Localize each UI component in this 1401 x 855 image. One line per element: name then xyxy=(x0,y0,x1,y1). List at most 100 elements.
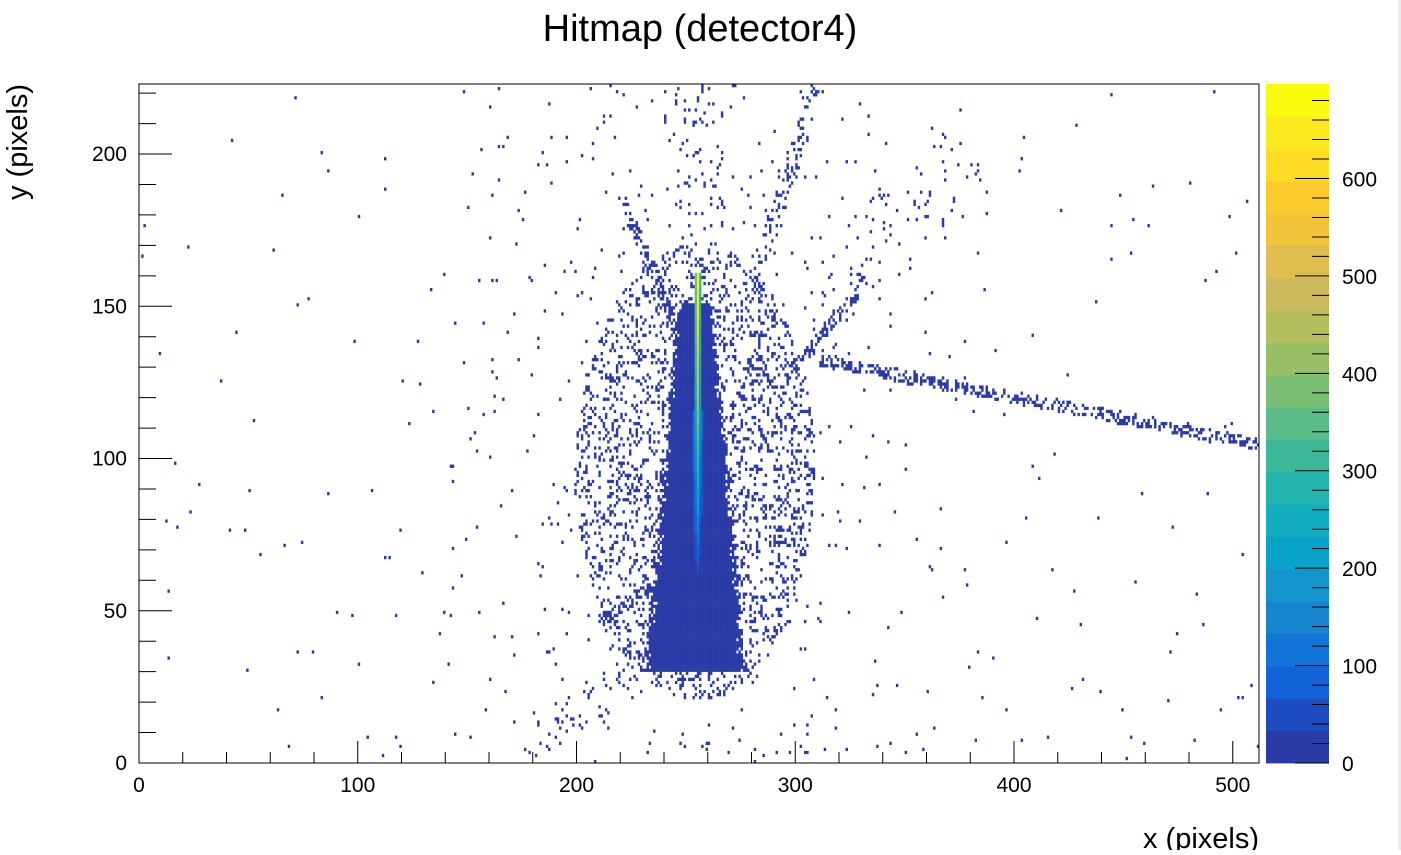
heatmap-cell xyxy=(574,492,577,496)
heatmap-cell xyxy=(690,510,693,514)
heatmap-cell xyxy=(718,562,722,566)
heatmap-cell xyxy=(701,440,704,444)
heatmap-cell xyxy=(674,629,678,633)
heatmap-cell xyxy=(642,354,645,359)
heatmap-cell xyxy=(703,565,706,569)
heatmap-cell xyxy=(753,281,757,286)
heatmap-cell xyxy=(609,513,612,517)
heatmap-cell xyxy=(670,598,673,602)
heatmap-cell xyxy=(749,528,752,532)
heatmap-cell xyxy=(681,531,684,535)
heatmap-cell xyxy=(723,613,726,618)
heatmap-cell xyxy=(718,412,722,417)
heatmap-cell xyxy=(681,613,684,618)
heatmap-cell xyxy=(672,479,676,484)
heatmap-cell xyxy=(723,452,726,456)
heatmap-cell xyxy=(609,385,612,389)
heatmap-cell xyxy=(716,592,719,596)
heatmap-cell xyxy=(716,425,719,429)
heatmap-cell xyxy=(729,418,733,423)
heatmap-cell xyxy=(766,348,770,353)
heatmap-cell xyxy=(764,525,768,529)
heatmap-cell xyxy=(808,406,811,411)
heatmap-cell xyxy=(657,586,660,590)
heatmap-cell xyxy=(727,613,730,618)
heatmap-cell xyxy=(718,421,722,426)
heatmap-cell xyxy=(685,449,689,453)
heatmap-cell xyxy=(591,367,595,371)
heatmap-cell xyxy=(679,330,682,334)
heatmap-cell xyxy=(690,607,693,611)
heatmap-cell xyxy=(674,565,678,569)
heatmap-cell xyxy=(666,488,669,493)
heatmap-cell xyxy=(699,333,702,337)
heatmap-cell xyxy=(674,431,678,435)
heatmap-cell xyxy=(707,650,711,654)
heatmap-cell xyxy=(725,549,728,554)
heatmap-cell xyxy=(633,342,636,347)
heatmap-cell xyxy=(701,555,704,560)
heatmap-cell xyxy=(615,397,619,401)
heatmap-cell xyxy=(591,431,595,435)
heatmap-cell xyxy=(729,625,733,630)
heatmap-cell xyxy=(795,394,798,398)
heatmap-cell xyxy=(786,373,789,377)
heatmap-cell xyxy=(690,488,693,493)
heatmap-cell xyxy=(594,510,597,514)
heatmap-cell xyxy=(626,638,630,642)
heatmap-cell xyxy=(703,583,706,587)
heatmap-cell xyxy=(725,653,728,657)
heatmap-cell xyxy=(727,482,730,487)
heatmap-cell xyxy=(657,598,660,602)
heatmap-cell xyxy=(666,525,669,529)
heatmap-cell xyxy=(725,589,728,593)
heatmap-cell xyxy=(762,388,765,392)
heatmap-cell xyxy=(716,662,719,666)
heatmap-cell xyxy=(594,455,597,459)
heatmap-cell xyxy=(709,358,713,362)
heatmap-cell xyxy=(668,470,671,474)
heatmap-cell xyxy=(714,403,717,407)
heatmap-cell xyxy=(773,351,776,356)
heatmap-cell xyxy=(701,653,704,657)
heatmap-cell xyxy=(650,601,654,605)
heatmap-cell xyxy=(585,373,588,377)
heatmap-cell xyxy=(709,549,713,554)
heatmap-cell xyxy=(712,592,715,596)
heatmap-cell xyxy=(679,571,682,575)
heatmap-cell xyxy=(685,467,689,471)
heatmap-cell xyxy=(696,376,700,380)
heatmap-cell xyxy=(692,562,695,566)
heatmap-cell xyxy=(666,632,669,636)
heatmap-cell xyxy=(812,467,816,471)
heatmap-cell xyxy=(786,586,789,590)
heatmap-cell xyxy=(720,653,724,657)
heatmap-cell xyxy=(690,559,693,563)
heatmap-cell xyxy=(666,580,669,584)
heatmap-cell xyxy=(705,354,708,359)
heatmap-cell xyxy=(771,613,774,618)
heatmap-cell xyxy=(692,650,695,654)
heatmap-cell xyxy=(694,315,698,319)
heatmap-cell xyxy=(749,604,752,608)
heatmap-cell xyxy=(670,498,673,502)
heatmap-cell xyxy=(661,385,665,389)
heatmap-cell xyxy=(655,619,658,624)
heatmap-cell xyxy=(688,418,691,423)
heatmap-cell xyxy=(714,504,717,508)
heatmap-cell xyxy=(777,534,781,538)
heatmap-cell xyxy=(661,592,665,596)
heatmap-cell xyxy=(677,598,680,602)
heatmap-cell xyxy=(725,650,728,654)
heatmap-cell xyxy=(655,540,658,545)
heatmap-cell xyxy=(703,625,706,630)
heatmap-cell xyxy=(622,373,625,377)
heatmap-cell xyxy=(635,278,638,283)
heatmap-cell xyxy=(720,598,724,602)
heatmap-cell xyxy=(716,373,719,377)
heatmap-cell xyxy=(670,656,673,660)
heatmap-cell xyxy=(685,488,689,493)
heatmap-cell xyxy=(659,607,663,611)
heatmap-cell xyxy=(681,385,684,389)
heatmap-cell xyxy=(694,434,698,438)
